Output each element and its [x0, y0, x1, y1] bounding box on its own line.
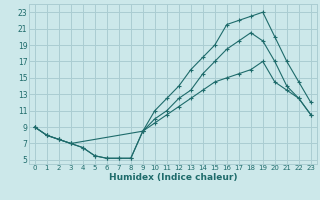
X-axis label: Humidex (Indice chaleur): Humidex (Indice chaleur)	[108, 173, 237, 182]
